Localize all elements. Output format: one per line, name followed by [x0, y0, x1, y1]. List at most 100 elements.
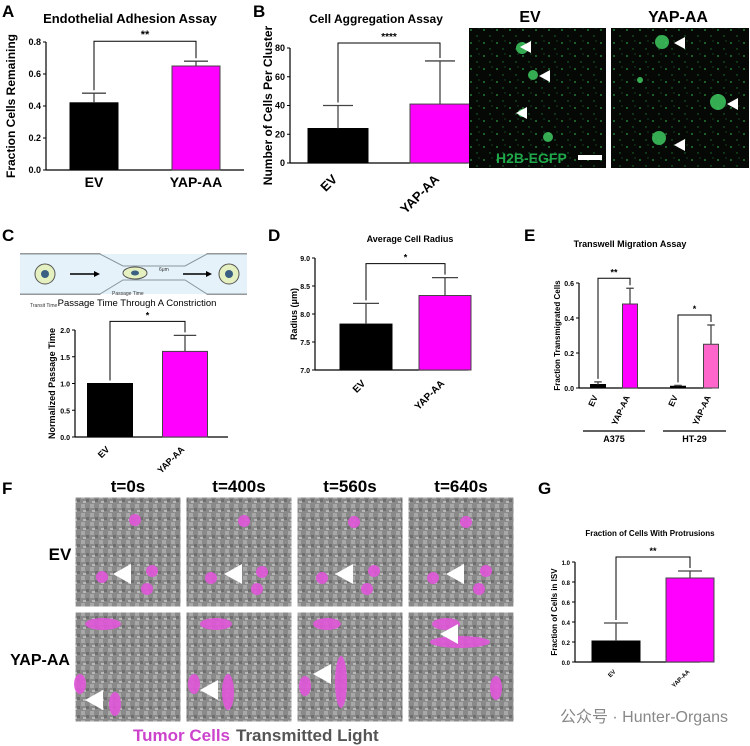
y-tick-label: 0.4	[28, 101, 41, 111]
bar	[703, 343, 719, 389]
y-tick-label: 0.4	[564, 316, 574, 323]
significance-stars: *	[146, 310, 150, 320]
category-label: EV	[608, 669, 618, 679]
y-axis-label: Fraction Cells Remaining	[4, 34, 18, 178]
y-tick-label: 8.5	[300, 284, 310, 291]
category-label: EV	[85, 174, 104, 190]
tumor-cell	[238, 515, 250, 527]
chart-title: Cell Aggregation Assay	[309, 12, 443, 26]
micrograph-tile	[407, 496, 515, 608]
row-label-yap: YAP-AA	[10, 652, 70, 669]
tumor-cell	[368, 565, 380, 577]
y-axis-label: Normalized Passage Time	[47, 328, 57, 439]
arrowhead-icon	[313, 664, 331, 684]
time-label: t=640s	[434, 477, 487, 496]
arrowhead-icon	[516, 37, 738, 151]
bar	[670, 385, 686, 389]
y-tick-label: 2.0	[60, 328, 70, 335]
tumor-cell	[460, 516, 472, 528]
tumor-cell	[256, 566, 268, 578]
tumor-cell	[361, 583, 373, 595]
category-label: YAP-AA	[170, 174, 222, 190]
micrograph-ev	[469, 28, 606, 168]
significance-bracket	[597, 277, 631, 379]
tumor-cell	[222, 674, 234, 710]
significance-stars: **	[649, 546, 657, 556]
diagram-transit-label: Transit Time	[30, 303, 58, 309]
y-tick-label: 8.0	[300, 312, 310, 319]
legend-tumor-cells: Tumor Cells	[133, 726, 230, 745]
micrograph-tile	[74, 496, 182, 608]
tumor-cell	[109, 692, 121, 716]
y-tick-label: 0.0	[28, 165, 41, 175]
tumor-cell	[348, 516, 360, 528]
chart-title: Transwell Migration Assay	[574, 239, 687, 249]
arrowhead-icon	[446, 564, 464, 584]
tumor-cell	[200, 618, 232, 630]
micrograph-tile	[407, 611, 515, 723]
tumor-cell	[427, 572, 439, 584]
bar	[171, 65, 221, 171]
bar	[307, 128, 369, 164]
tumor-cell	[74, 674, 86, 694]
tumor-cell	[430, 636, 490, 648]
time-label: t=560s	[323, 477, 376, 496]
tumor-cell	[480, 565, 492, 577]
panel-letter-b: B	[253, 2, 265, 21]
y-axis-label: Number of Cells Per Cluster	[261, 25, 275, 185]
tumor-cell	[96, 571, 108, 583]
bar	[409, 103, 471, 164]
arrowhead-icon	[224, 564, 242, 584]
significance-stars: *	[404, 253, 408, 263]
micrograph-yap-label: YAP-AA	[648, 9, 708, 26]
tumor-cell	[188, 674, 200, 694]
category-label: YAP-AA	[156, 444, 187, 475]
y-tick-label: 0.6	[28, 69, 41, 79]
bar	[69, 102, 119, 171]
tumor-cell	[129, 514, 141, 526]
y-tick-label: 0.0	[564, 386, 574, 393]
micrograph-ev-label: EV	[519, 9, 541, 26]
tumor-cell	[146, 565, 158, 577]
group-label: A375	[603, 434, 625, 444]
tumor-cell	[251, 583, 263, 595]
panel-letter-c: C	[2, 226, 14, 245]
y-tick-label: 0.6	[564, 281, 574, 288]
significance-stars: **	[141, 29, 150, 41]
diagram-gap-label: 6μm	[159, 267, 169, 273]
y-tick-label: 0.5	[60, 408, 70, 415]
y-tick-label: 1.0	[562, 561, 571, 567]
y-tick-label: 0.8	[28, 37, 41, 47]
arrowhead-icon	[440, 624, 458, 644]
panel-letter-f: F	[2, 479, 12, 498]
tumor-cell	[473, 583, 485, 595]
category-label: YAP-AA	[397, 171, 442, 216]
tumor-cell	[141, 583, 153, 595]
y-tick-label: 7.5	[300, 340, 310, 347]
significance-bracket	[337, 42, 441, 103]
panel-letter-a: A	[2, 2, 14, 21]
watermark: 公众号 · Hunter-Organs	[560, 708, 728, 726]
tumor-cell	[335, 656, 347, 708]
bar	[622, 303, 638, 389]
chart-d-cell-radius: 7.0 7.5 8.0 8.5 9.0 Radius (μm) Average Cell R…	[289, 234, 472, 413]
significance-stars: **	[610, 267, 618, 277]
significance-bracket	[109, 320, 186, 381]
arrowhead-icon	[113, 564, 131, 584]
category-label: EV	[351, 378, 368, 395]
panel-letter-e: E	[524, 226, 535, 245]
chart-title: Endothelial Adhesion Assay	[43, 11, 218, 26]
bar	[418, 295, 472, 371]
significance-bracket	[615, 556, 691, 620]
y-tick-label: 0.0	[562, 661, 571, 667]
microscopy-panel-b: EV YAP-AA H2B-EGFP	[469, 9, 749, 168]
micrograph-gfp-label: H2B-EGFP	[496, 150, 567, 166]
tumor-cell	[205, 572, 217, 584]
bar	[162, 350, 208, 438]
significance-stars: *	[693, 304, 697, 314]
category-label: EV	[96, 444, 112, 460]
y-tick-label: 20	[275, 129, 285, 139]
